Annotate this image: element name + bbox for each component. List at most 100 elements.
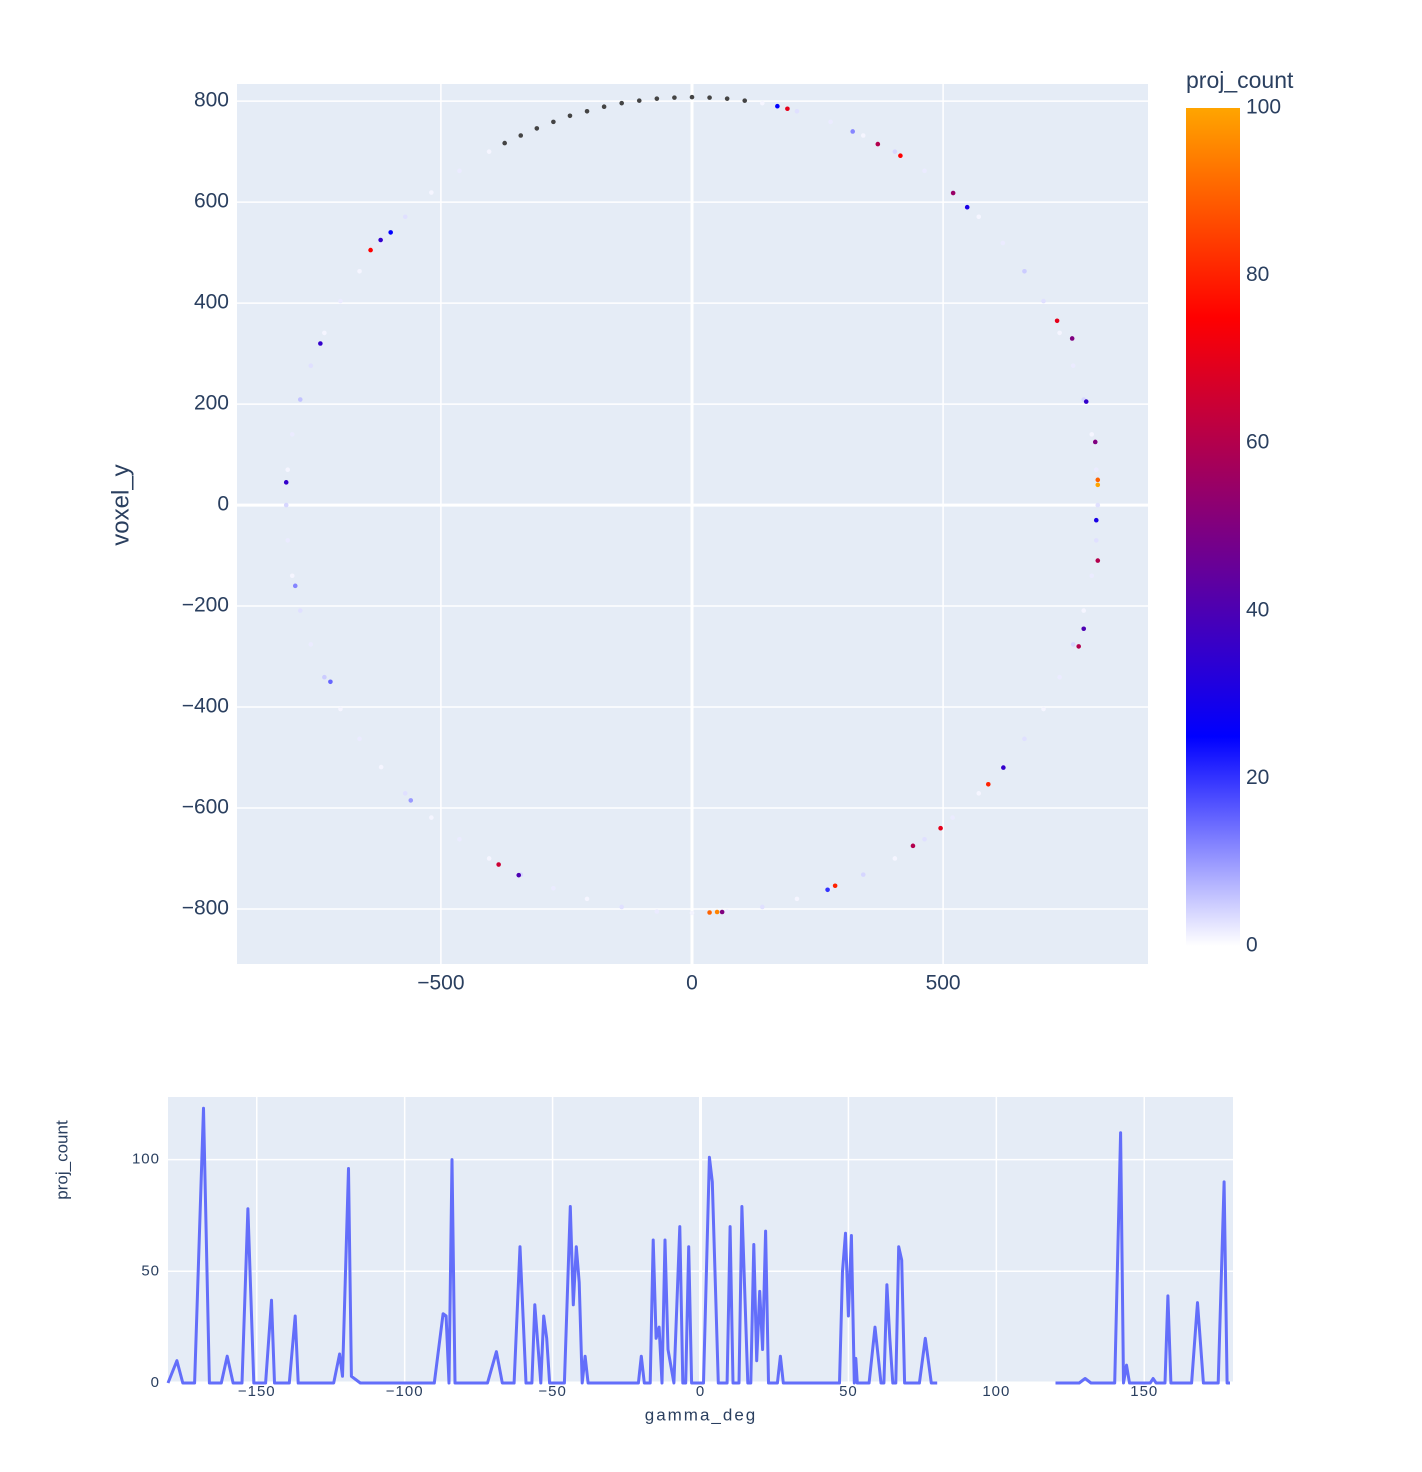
data-point [567,113,573,119]
data-point [378,237,383,243]
data-point [289,573,295,579]
data-point [486,856,492,861]
data-line [166,1106,1230,1385]
data-point [388,230,393,235]
x-tick-label: 500 [926,972,961,995]
data-point [1095,482,1101,488]
colorbar-tick-label: 100 [1246,96,1281,119]
data-point [368,247,373,253]
data-point [850,129,856,134]
data-point [292,583,298,589]
data-point [1022,269,1027,274]
data-point [938,825,943,831]
data-point [457,168,462,174]
data-point [719,909,725,915]
data-point [408,798,414,803]
data-point [338,706,343,712]
data-point [825,887,830,893]
data-point [742,98,748,103]
data-point [516,872,522,878]
data-point [985,781,991,787]
data-point [502,140,507,146]
y-tick-label: 0 [217,493,229,516]
colorbar-tick-label: 40 [1246,598,1269,621]
data-point [910,843,916,849]
colorbar-tick-label: 20 [1246,766,1269,789]
data-point [1001,765,1006,770]
y-tick-label: 100 [132,1151,160,1168]
data-point [892,856,898,861]
y-tick-label: 800 [194,89,229,112]
data-point [1081,608,1087,613]
data-point [1000,240,1006,246]
x-tick-label: 100 [982,1383,1010,1400]
data-point [785,106,790,112]
data-point [1089,573,1095,579]
data-point [518,133,524,138]
colorbar-tick-label: 60 [1246,431,1269,454]
data-point [794,896,800,902]
data-point [486,149,492,154]
data-point [689,94,695,100]
colorbar-title: proj_count [1186,67,1294,93]
colorbar [1186,108,1240,946]
data-point [689,910,695,916]
data-point [950,815,955,820]
data-point [534,126,540,131]
data-point [283,502,289,508]
data-point [875,141,881,147]
data-point [318,341,323,346]
data-point [322,330,327,336]
data-point [289,432,295,437]
data-point [898,153,903,158]
data-point [619,100,624,106]
data-point [922,168,927,174]
data-point [551,885,556,891]
data-point [1054,318,1060,324]
data-point [672,95,677,100]
data-point [1083,399,1089,404]
data-point [402,214,408,220]
data-point [976,791,982,796]
data-point [775,103,780,109]
data-point [707,910,712,915]
data-point [654,909,660,914]
data-point [1095,502,1101,508]
x-tick-label: 0 [696,1383,705,1400]
data-point [1093,467,1099,473]
data-point [584,108,590,114]
colorbar-tick-label: 0 [1246,934,1258,957]
data-point [1057,330,1062,336]
x-tick-label: 150 [1130,1383,1158,1400]
data-point [496,862,501,867]
x-tick-label: 0 [686,972,698,995]
data-point [619,904,624,910]
data-point [707,95,712,100]
data-point [1069,336,1075,341]
y-tick-label: 0 [151,1374,160,1391]
data-point [1081,626,1087,632]
data-point [1070,363,1076,369]
data-point [338,298,343,304]
data-point [1095,477,1101,483]
data-point [1076,644,1081,649]
data-point [601,104,607,110]
data-point [1041,298,1046,304]
y-tick-label: 400 [194,291,229,314]
data-point [892,149,898,154]
data-point [322,674,327,680]
data-point [357,269,362,274]
colorbar-tick-label: 80 [1246,263,1269,286]
data-point [832,883,838,889]
y-tick-label: −400 [182,695,229,718]
data-point [1057,674,1062,680]
data-point [860,872,866,877]
data-point [1070,642,1076,647]
data-point [860,133,866,138]
y-axis-title: proj_count [52,1120,71,1200]
data-point [964,204,970,210]
data-point [457,836,462,842]
y-tick-label: −800 [182,897,229,920]
